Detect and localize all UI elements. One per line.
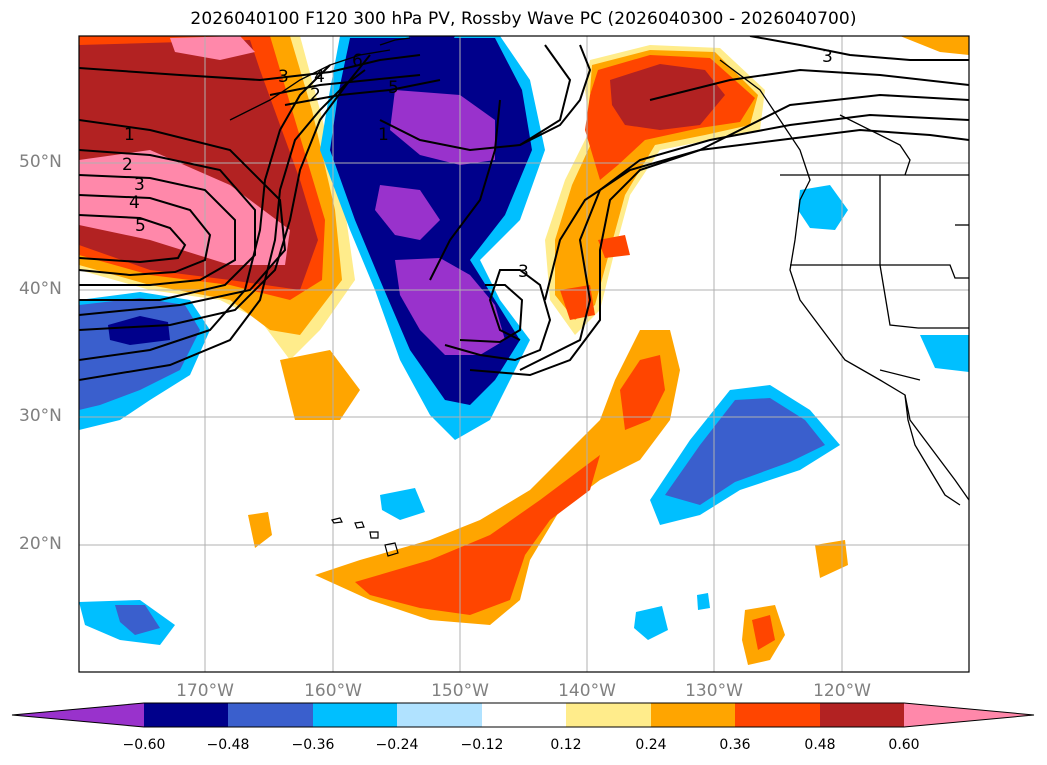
- colorbar-swatch: [144, 703, 228, 727]
- colorbar-swatch: [397, 703, 482, 727]
- hawaiian-islands: [331, 517, 399, 557]
- colorbar-tick-label: 0.12: [550, 737, 582, 753]
- colorbar-swatch: [820, 703, 904, 727]
- lat-label: 30°N: [19, 406, 62, 426]
- lon-label: 140°W: [558, 681, 616, 701]
- map-frame: [78, 35, 970, 673]
- colorbar-tick-label: 0.48: [804, 737, 836, 753]
- contour-label: 3: [518, 262, 529, 282]
- negative-pv-region-central: [320, 36, 545, 440]
- colorbar-tick-label: −0.36: [291, 737, 335, 753]
- colorbar-tick-label: −0.48: [206, 737, 250, 753]
- colorbar-tick-label: −0.12: [460, 737, 504, 753]
- lat-label: 40°N: [19, 279, 62, 299]
- contour-labels: 1 2 3 4 5 2 3 4 5 6 1 3 3: [122, 47, 833, 282]
- contour-label: 4: [314, 67, 325, 87]
- negative-pv-region-east: [79, 185, 969, 645]
- colorbar-swatch: [482, 703, 566, 727]
- colorbar-extend-high: [904, 703, 1034, 727]
- colorbar-swatch: [735, 703, 820, 727]
- colorbar-tick-label: 0.36: [719, 737, 751, 753]
- contour-label: 6: [352, 51, 363, 71]
- contour-label: 2: [310, 85, 321, 105]
- contour-label: 4: [129, 193, 140, 213]
- colorbar-swatch: [313, 703, 397, 727]
- contour-label: 3: [278, 67, 289, 87]
- figure-title: 2026040100 F120 300 hPa PV, Rossby Wave …: [190, 9, 857, 29]
- contour-label: 1: [124, 125, 135, 145]
- colorbar-outline: [11, 702, 1035, 728]
- lat-label: 50°N: [19, 152, 62, 172]
- colorbar-tick-label: −0.24: [375, 737, 419, 753]
- contour-label: 3: [134, 175, 145, 195]
- colorbar-swatch: [651, 703, 735, 727]
- lat-label: 20°N: [19, 534, 62, 554]
- colorbar-tick-label: 0.24: [635, 737, 667, 753]
- lon-label: 160°W: [304, 681, 362, 701]
- contour-label: 2: [122, 155, 133, 175]
- colorbar-tick-label: 0.60: [888, 737, 920, 753]
- contour-label: 5: [388, 78, 399, 98]
- colorbar: [11, 702, 1035, 728]
- map-area: 1 2 3 4 5 2 3 4 5 6 1 3 3: [79, 36, 969, 672]
- gridlines: [79, 36, 969, 672]
- colorbar-tick-label: −0.60: [122, 737, 166, 753]
- lon-label: 170°W: [176, 681, 234, 701]
- positive-pv-band-south: [248, 330, 848, 665]
- colorbar-swatch: [228, 703, 313, 727]
- contour-label: 1: [378, 125, 389, 145]
- lon-label: 150°W: [431, 681, 489, 701]
- lon-label: 120°W: [813, 681, 871, 701]
- pv-contours: [79, 36, 969, 381]
- contour-label: 5: [135, 216, 146, 236]
- contour-label: 3: [822, 47, 833, 67]
- coastlines: [229, 37, 969, 506]
- colorbar-extend-low: [12, 703, 144, 727]
- lon-label: 130°W: [685, 681, 743, 701]
- colorbar-swatch: [566, 703, 651, 727]
